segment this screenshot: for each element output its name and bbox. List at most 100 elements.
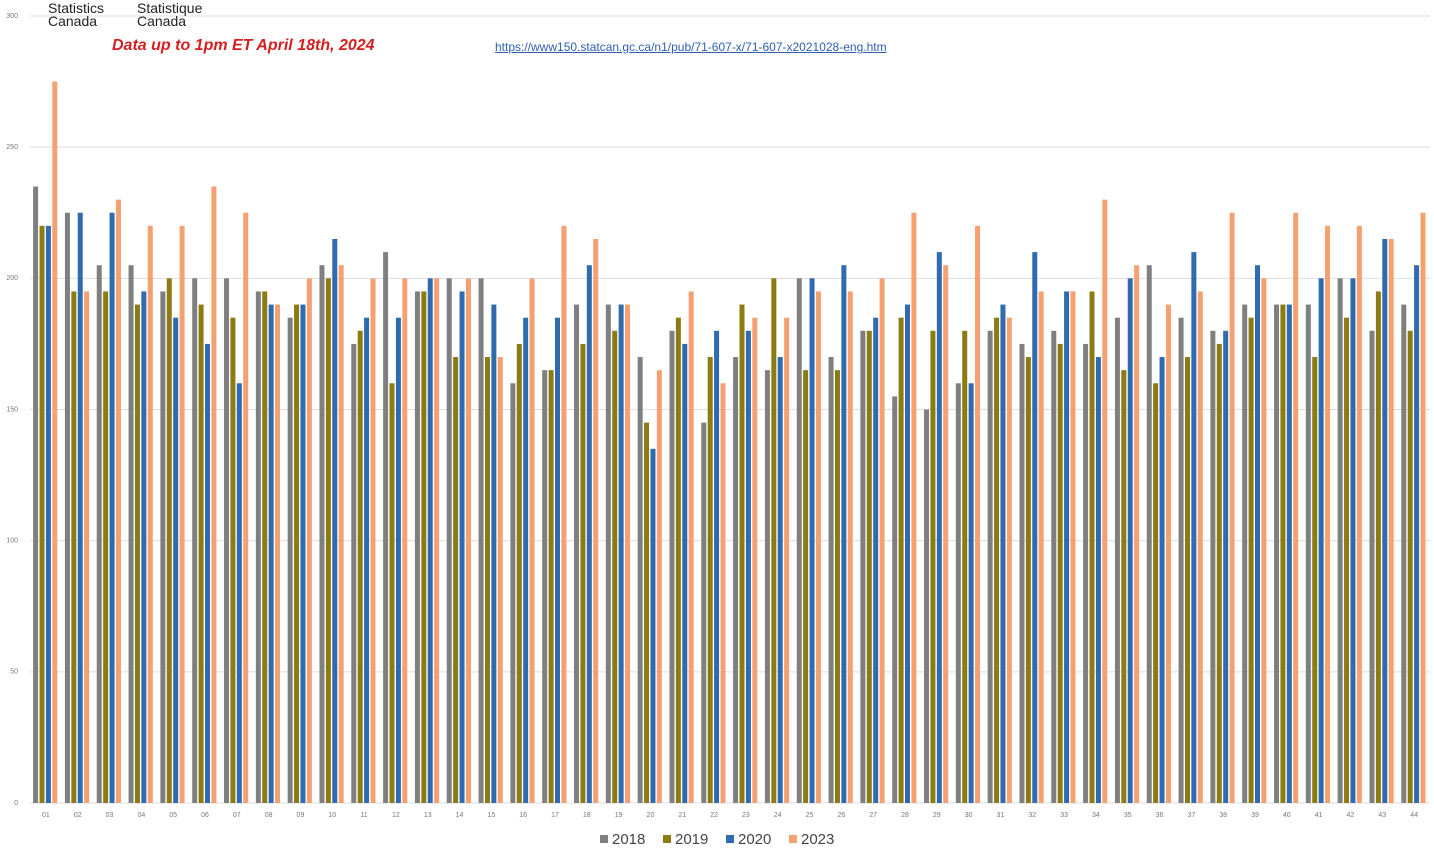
bar xyxy=(1344,317,1350,803)
bar xyxy=(453,357,459,803)
x-tick-label: 32 xyxy=(1028,812,1036,819)
bar xyxy=(605,304,611,803)
logo-fr: Statistique Canada xyxy=(137,0,203,29)
bar xyxy=(911,212,917,803)
bar xyxy=(1274,304,1280,803)
bar xyxy=(1083,343,1089,803)
bar xyxy=(936,252,942,804)
bar xyxy=(815,291,821,803)
bar xyxy=(866,330,872,803)
x-tick-label: 12 xyxy=(392,812,400,819)
bar xyxy=(71,291,77,803)
bar xyxy=(370,278,376,803)
bar xyxy=(1153,383,1159,803)
bar xyxy=(491,304,497,803)
bar xyxy=(1070,291,1076,803)
legend-label: 2020 xyxy=(738,831,771,848)
bar xyxy=(1293,212,1299,803)
logo-en: Statistics Canada xyxy=(48,0,105,29)
bar xyxy=(612,330,618,803)
bar xyxy=(262,291,268,803)
bar xyxy=(1375,291,1381,803)
bar xyxy=(784,317,790,803)
bar xyxy=(134,304,140,803)
bar xyxy=(561,225,567,803)
x-tick-label: 11 xyxy=(360,812,367,819)
x-tick-label: 17 xyxy=(551,812,559,819)
bar xyxy=(198,304,204,803)
y-tick-label: 200 xyxy=(6,275,18,282)
bar xyxy=(402,278,408,803)
bar xyxy=(688,291,694,803)
bar xyxy=(510,383,516,803)
bar xyxy=(332,238,338,803)
bar xyxy=(1134,265,1140,803)
bar xyxy=(173,317,179,803)
bar xyxy=(103,291,109,803)
bar xyxy=(230,317,236,803)
bar xyxy=(618,304,624,803)
x-tick-label: 02 xyxy=(74,812,82,819)
bar xyxy=(1388,238,1394,803)
x-tick-label: 14 xyxy=(456,812,464,819)
bar xyxy=(1178,317,1184,803)
bar xyxy=(147,225,153,803)
x-tick-label: 23 xyxy=(742,812,750,819)
bar xyxy=(1414,265,1420,803)
x-tick-label: 43 xyxy=(1378,812,1386,819)
x-tick-label: 06 xyxy=(201,812,209,819)
x-tick-label: 01 xyxy=(42,812,50,819)
bar xyxy=(275,304,281,803)
bar xyxy=(720,383,726,803)
bar xyxy=(650,448,656,803)
bar xyxy=(306,278,312,803)
bar xyxy=(905,304,910,803)
bar xyxy=(84,291,90,803)
x-tick-label: 44 xyxy=(1410,812,1418,819)
x-tick-label: 38 xyxy=(1219,812,1227,819)
y-tick-label: 250 xyxy=(6,144,18,151)
bar xyxy=(1064,291,1070,803)
source-link[interactable]: https://www150.statcan.gc.ca/n1/pub/71-6… xyxy=(495,40,887,54)
bar xyxy=(828,357,834,803)
bar xyxy=(580,343,586,803)
bar xyxy=(1057,343,1063,803)
bar xyxy=(1337,278,1343,803)
x-tick-label: 25 xyxy=(806,812,814,819)
bar xyxy=(879,278,885,803)
bar xyxy=(128,265,134,803)
bar xyxy=(523,317,529,803)
bar xyxy=(803,370,809,803)
bar xyxy=(574,304,580,803)
bar xyxy=(1165,304,1171,803)
bar xyxy=(1305,304,1311,803)
bar xyxy=(1248,317,1254,803)
bar xyxy=(421,291,427,803)
bar xyxy=(39,225,45,803)
bar xyxy=(160,291,166,803)
x-tick-label: 07 xyxy=(233,812,241,819)
bar xyxy=(529,278,535,803)
x-tick-label: 22 xyxy=(710,812,718,819)
bar xyxy=(1019,343,1025,803)
legend-label: 2019 xyxy=(675,831,708,848)
x-tick-label: 40 xyxy=(1283,812,1291,819)
bar xyxy=(1216,343,1222,803)
bar xyxy=(109,212,115,803)
bar xyxy=(1114,317,1120,803)
bar xyxy=(166,278,172,803)
bar xyxy=(1121,370,1127,803)
bar xyxy=(625,304,631,803)
bar xyxy=(675,317,681,803)
bar xyxy=(745,330,751,803)
bar xyxy=(860,330,866,803)
bar xyxy=(287,317,293,803)
bar xyxy=(975,225,981,803)
bar xyxy=(555,317,560,803)
bar xyxy=(1223,330,1229,803)
bar xyxy=(1318,278,1324,803)
y-tick-label: 0 xyxy=(14,800,18,807)
bar xyxy=(1006,317,1012,803)
